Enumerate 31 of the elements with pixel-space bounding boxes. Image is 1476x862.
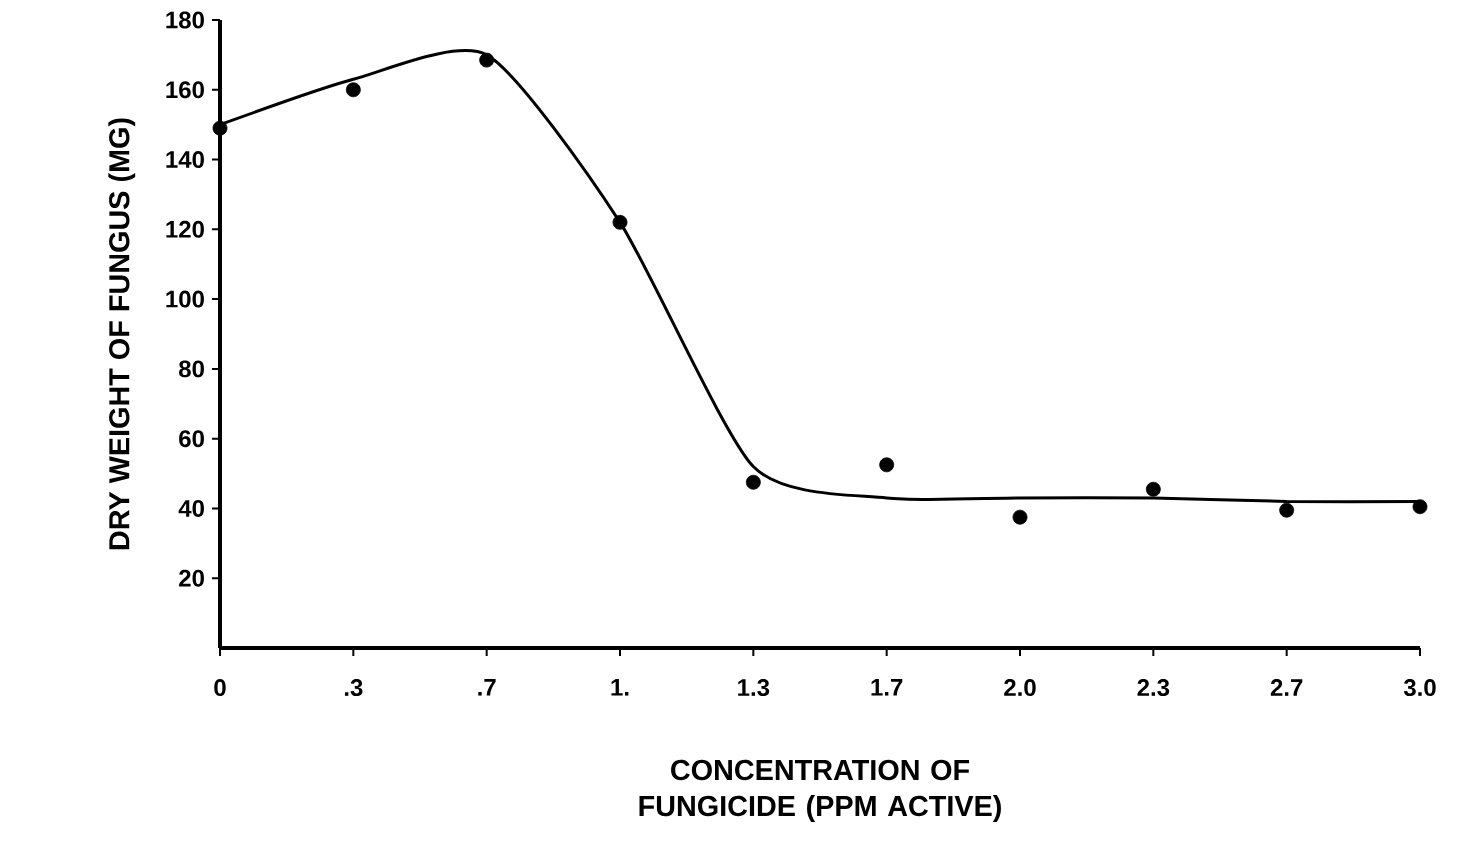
- y-tick-label: 40: [178, 499, 204, 517]
- point: [479, 52, 495, 68]
- x-tick-label: 2.7: [1270, 679, 1303, 696]
- x-tick-label: 3.0: [1403, 679, 1436, 697]
- y-tick-label: 120: [166, 220, 204, 238]
- y-tick-label: 140: [166, 151, 204, 169]
- point: [1412, 499, 1428, 515]
- x-tick-label: 2.3: [1137, 679, 1170, 697]
- y-tick-label: 180: [166, 11, 204, 29]
- point: [345, 82, 361, 98]
- x-tick-label: 1.3: [738, 679, 770, 697]
- x-tick-label: 0: [214, 679, 226, 697]
- y-tick-label: 60: [179, 430, 204, 448]
- x-tick-label: 1.7: [871, 679, 903, 696]
- point: [612, 214, 628, 230]
- point: [212, 120, 228, 136]
- y-tick-label: 160: [166, 81, 204, 99]
- x-tick-label: .7: [478, 679, 496, 696]
- x-tick-label: 1.: [611, 679, 629, 696]
- point: [1012, 509, 1028, 525]
- point: [745, 474, 761, 490]
- y-tick-label: 100: [166, 290, 204, 308]
- x-tick-label: .3: [344, 679, 363, 697]
- y-tick-label: 80: [179, 360, 204, 378]
- point: [1279, 502, 1295, 518]
- y-tick-label: 20: [179, 569, 204, 587]
- point: [1145, 481, 1161, 497]
- x-axis-title: CONCENTRATION OF FUNGICIDE (PPM ACTIVE): [639, 759, 1001, 822]
- y-axis-title: DRY WEIGHT OF FUNGUS (MG): [108, 118, 136, 550]
- point: [879, 457, 895, 473]
- x-tick-label: 2.0: [1004, 679, 1036, 697]
